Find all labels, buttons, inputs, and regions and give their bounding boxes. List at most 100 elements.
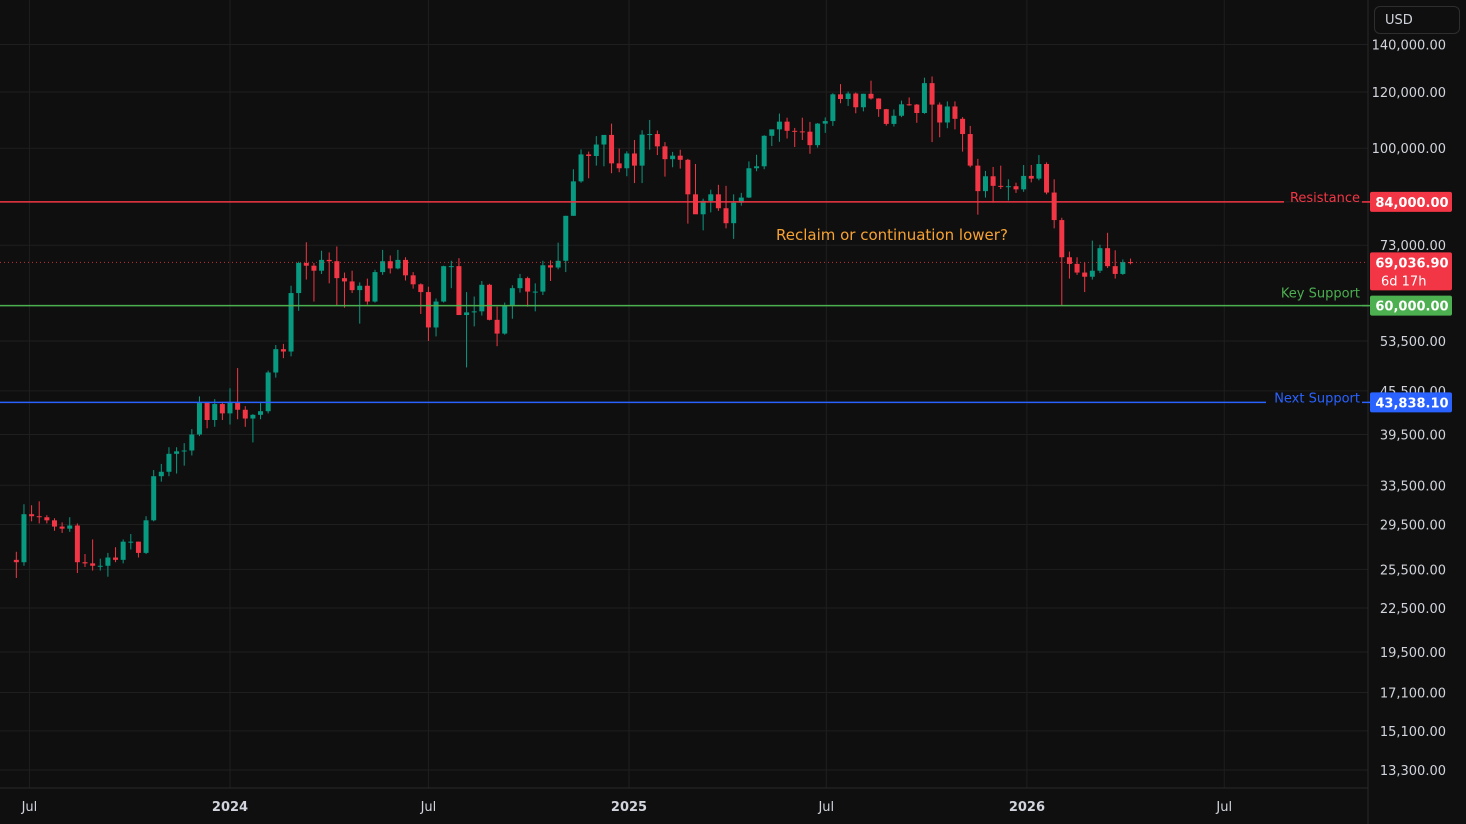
candle-body[interactable] bbox=[380, 261, 386, 273]
candle-body[interactable] bbox=[792, 130, 798, 132]
candle-body[interactable] bbox=[486, 284, 492, 320]
candle-body[interactable] bbox=[196, 402, 202, 435]
candle-body[interactable] bbox=[662, 146, 668, 160]
candle-body[interactable] bbox=[731, 202, 737, 224]
candle-body[interactable] bbox=[639, 134, 645, 166]
candle-body[interactable] bbox=[311, 265, 317, 271]
candle-body[interactable] bbox=[799, 131, 805, 133]
candle-body[interactable] bbox=[166, 453, 172, 472]
candle-body[interactable] bbox=[525, 278, 531, 292]
candle-body[interactable] bbox=[593, 144, 599, 156]
candle-body[interactable] bbox=[563, 215, 569, 261]
candle-body[interactable] bbox=[853, 93, 859, 108]
candle-body[interactable] bbox=[685, 159, 691, 195]
candle-body[interactable] bbox=[990, 176, 996, 186]
candle-body[interactable] bbox=[387, 261, 393, 269]
candle-body[interactable] bbox=[815, 123, 821, 146]
candle-body[interactable] bbox=[555, 260, 561, 268]
candle-body[interactable] bbox=[204, 402, 210, 421]
candle-body[interactable] bbox=[929, 83, 935, 105]
candle-body[interactable] bbox=[448, 266, 454, 268]
candle-body[interactable] bbox=[265, 372, 271, 412]
candle-body[interactable] bbox=[372, 272, 378, 302]
candle-body[interactable] bbox=[860, 93, 866, 108]
candle-body[interactable] bbox=[1097, 248, 1103, 271]
candle-body[interactable] bbox=[509, 288, 515, 306]
candle-body[interactable] bbox=[364, 285, 370, 302]
candle-body[interactable] bbox=[631, 153, 637, 166]
candle-body[interactable] bbox=[578, 154, 584, 182]
candle-body[interactable] bbox=[349, 281, 355, 291]
candle-body[interactable] bbox=[1112, 266, 1118, 274]
candle-body[interactable] bbox=[784, 121, 790, 131]
candle-body[interactable] bbox=[21, 514, 27, 563]
candle-body[interactable] bbox=[235, 401, 241, 410]
candle-body[interactable] bbox=[624, 153, 630, 169]
candle-body[interactable] bbox=[433, 301, 439, 328]
candle-body[interactable] bbox=[601, 134, 607, 145]
candle-body[interactable] bbox=[807, 131, 813, 146]
candle-body[interactable] bbox=[174, 451, 180, 454]
candle-body[interactable] bbox=[647, 134, 653, 136]
candle-body[interactable] bbox=[677, 155, 683, 160]
candle-body[interactable] bbox=[700, 200, 706, 215]
candle-body[interactable] bbox=[464, 312, 470, 316]
candle-body[interactable] bbox=[74, 525, 80, 563]
candle-body[interactable] bbox=[761, 135, 767, 167]
candle-body[interactable] bbox=[189, 434, 195, 451]
candle-body[interactable] bbox=[906, 104, 912, 106]
candle-body[interactable] bbox=[13, 559, 19, 563]
candle-body[interactable] bbox=[830, 94, 836, 122]
candle-body[interactable] bbox=[425, 292, 431, 328]
currency-button[interactable]: USD bbox=[1374, 6, 1460, 34]
candle-body[interactable] bbox=[1021, 175, 1027, 190]
candle-body[interactable] bbox=[418, 284, 424, 293]
candle-body[interactable] bbox=[59, 526, 65, 529]
candle-body[interactable] bbox=[273, 349, 279, 373]
candle-body[interactable] bbox=[960, 118, 966, 135]
candle-body[interactable] bbox=[532, 291, 538, 293]
candle-body[interactable] bbox=[1120, 262, 1126, 274]
candle-body[interactable] bbox=[967, 134, 973, 166]
candle-body[interactable] bbox=[90, 563, 96, 566]
candle-body[interactable] bbox=[456, 266, 462, 316]
candle-body[interactable] bbox=[570, 181, 576, 216]
candle-body[interactable] bbox=[479, 284, 485, 312]
candle-body[interactable] bbox=[944, 106, 950, 123]
candle-body[interactable] bbox=[258, 411, 264, 415]
candle-body[interactable] bbox=[97, 565, 103, 567]
candle-body[interactable] bbox=[51, 520, 57, 527]
candle-body[interactable] bbox=[151, 476, 157, 521]
candle-body[interactable] bbox=[609, 134, 615, 164]
candle-body[interactable] bbox=[822, 121, 828, 124]
candle-body[interactable] bbox=[44, 517, 50, 521]
candle-body[interactable] bbox=[845, 93, 851, 100]
candle-body[interactable] bbox=[212, 404, 218, 421]
candle-body[interactable] bbox=[1059, 220, 1065, 258]
candle-body[interactable] bbox=[105, 557, 111, 566]
candle-body[interactable] bbox=[769, 129, 775, 136]
candle-body[interactable] bbox=[670, 155, 676, 160]
candle-body[interactable] bbox=[998, 185, 1004, 187]
candle-body[interactable] bbox=[403, 259, 409, 276]
candle-body[interactable] bbox=[1089, 270, 1095, 277]
candle-body[interactable] bbox=[708, 194, 714, 201]
candle-body[interactable] bbox=[517, 278, 523, 289]
candle-body[interactable] bbox=[1051, 192, 1057, 221]
candle-body[interactable] bbox=[952, 106, 958, 119]
candle-body[interactable] bbox=[410, 275, 416, 285]
candle-body[interactable] bbox=[334, 261, 340, 279]
candle-body[interactable] bbox=[693, 194, 698, 215]
candle-body[interactable] bbox=[158, 471, 164, 477]
candle-body[interactable] bbox=[876, 98, 882, 110]
candle-body[interactable] bbox=[181, 450, 187, 452]
candle-body[interactable] bbox=[540, 265, 546, 292]
candle-body[interactable] bbox=[982, 176, 988, 192]
candle-body[interactable] bbox=[280, 349, 286, 352]
candle-body[interactable] bbox=[82, 562, 88, 564]
candle-body[interactable] bbox=[1074, 263, 1080, 273]
candle-body[interactable] bbox=[471, 311, 477, 313]
candle-body[interactable] bbox=[288, 293, 294, 352]
candle-body[interactable] bbox=[1066, 257, 1072, 264]
candle-body[interactable] bbox=[1082, 272, 1088, 277]
